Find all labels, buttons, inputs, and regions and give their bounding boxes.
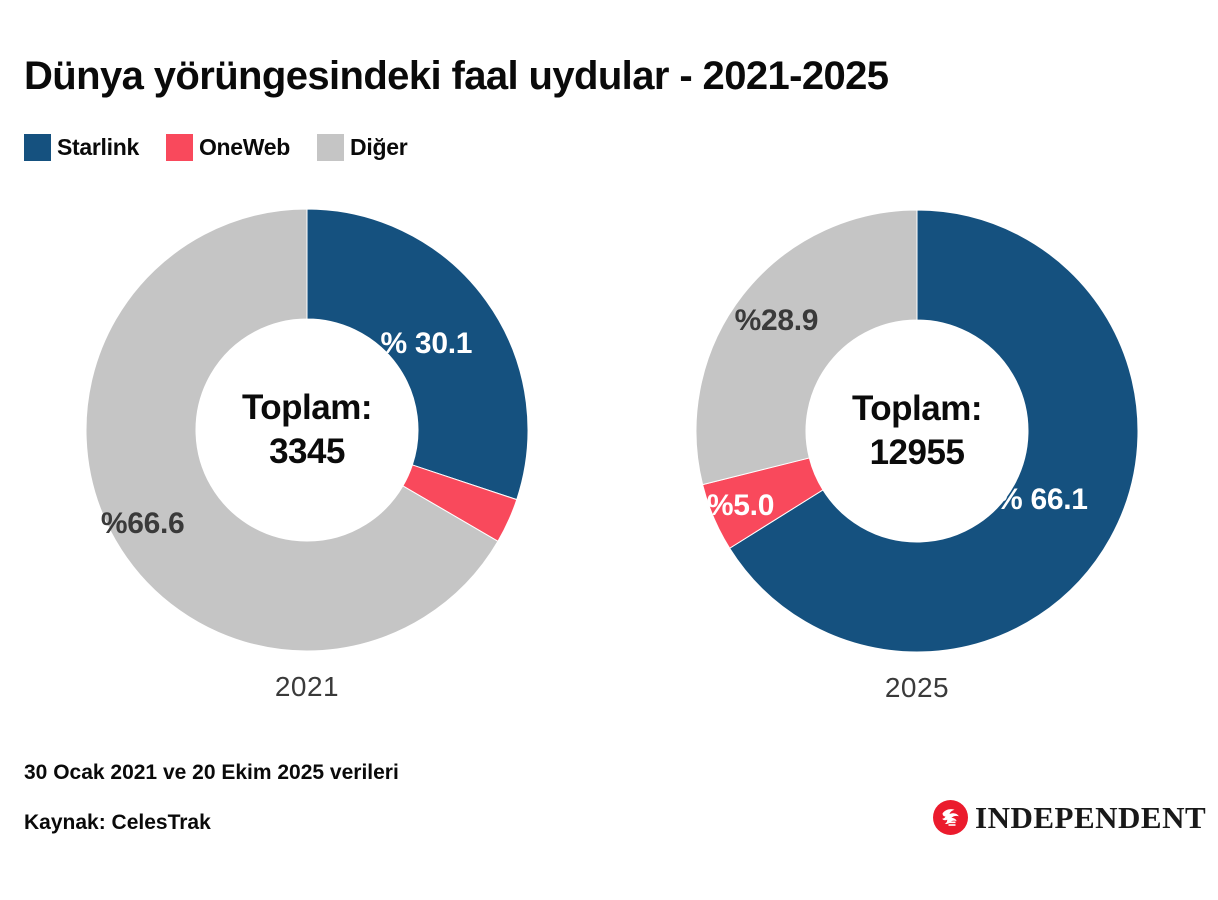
eagle-icon xyxy=(933,800,968,835)
legend-item-starlink: Starlink xyxy=(24,134,139,161)
legend: Starlink OneWeb Diğer xyxy=(24,134,408,161)
legend-label: OneWeb xyxy=(198,134,291,160)
legend-label: Diğer xyxy=(350,134,408,160)
legend-swatch-starlink xyxy=(24,134,51,161)
legend-item-diğer: Diğer xyxy=(317,134,408,161)
slice-starlink xyxy=(728,209,1139,653)
slice-diğer xyxy=(695,209,918,486)
donut-svg xyxy=(695,209,1139,653)
source-credit: Kaynak: CelesTrak xyxy=(24,811,211,834)
legend-swatch-oneweb xyxy=(165,134,193,161)
donut-svg xyxy=(85,208,529,652)
footnote: 30 Ocak 2021 ve 20 Ekim 2025 verileri xyxy=(24,761,399,784)
donut-chart-2025: Toplam: 12955 2025 % 66.1 %5.0 %28.9 xyxy=(694,208,1140,703)
donut-chart-2021: Toplam: 3345 2021 % 30.1 %66.6 xyxy=(84,207,530,702)
logo-wordmark: INDEPENDENT xyxy=(975,800,1207,835)
slice-diğer xyxy=(85,208,499,652)
year-label-2021: 2021 xyxy=(274,671,340,702)
year-label-2025: 2025 xyxy=(884,672,950,703)
page-title: Dünya yörüngesindeki faal uydular - 2021… xyxy=(24,54,889,98)
slice-starlink xyxy=(306,208,529,501)
legend-label: Starlink xyxy=(57,134,139,160)
legend-item-oneweb: OneWeb xyxy=(165,134,291,161)
legend-swatch-diğer xyxy=(317,134,345,161)
independent-logo: INDEPENDENT xyxy=(933,800,1206,835)
